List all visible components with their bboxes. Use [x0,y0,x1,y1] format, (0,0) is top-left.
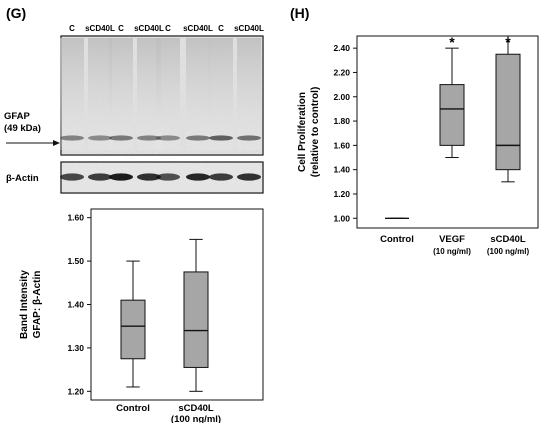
lane-smear [60,38,84,150]
gfap-band [209,135,233,141]
actin-band [88,173,112,181]
y-axis-label: Cell Proliferation [297,92,308,172]
category-label: Control [380,234,414,245]
lane-smear [156,38,180,150]
category-label: sCD40L [490,234,526,245]
gfap-blot [60,35,264,156]
gfap-band [109,135,133,141]
y-tick-label: 1.60 [333,140,350,150]
gfap-band [237,135,261,141]
gfap-kda-label: (49 kDa) [4,123,41,134]
band-arrow-icon [6,140,60,146]
y-tick-label: 1.50 [67,256,84,266]
box [183,271,209,368]
lane-label: C [218,24,224,33]
y-tick-label: 1.40 [333,165,350,175]
lane-label: C [118,24,124,33]
actin-band [237,173,261,181]
y-tick-label: 1.00 [333,213,350,223]
gfap-band [186,135,210,141]
y-tick-label: 1.60 [67,213,84,223]
gfap-band [137,135,161,141]
y-tick-label: 1.40 [67,300,84,310]
category-label: VEGF [439,234,465,245]
panel-g-label: (G) [6,5,26,21]
plot-frame-h [356,35,539,229]
lane-label: sCD40L [85,24,115,33]
gfap-band [88,135,112,141]
actin-band [186,173,210,181]
plot-frame-g [90,208,264,401]
y-tick-label: 1.20 [67,386,84,396]
lane-label: C [69,24,75,33]
box [439,84,465,146]
actin-band [156,173,180,181]
actin-label: β-Actin [6,173,39,184]
y-tick-label: 1.30 [67,343,84,353]
y-tick-label: 2.00 [333,92,350,102]
actin-band [60,173,84,181]
gfap-band [60,135,84,141]
lane-label: sCD40L [183,24,213,33]
category-sublabel: (100 ng/ml) [487,247,530,256]
y-tick-label: 1.20 [333,189,350,199]
lane-smear [237,38,261,150]
actin-blot [60,161,264,194]
lane-label: C [165,24,171,33]
y-tick-label: 2.40 [333,43,350,53]
gfap-label: GFAP [4,111,31,122]
y-tick-label: 1.80 [333,116,350,126]
category-sublabel: (100 ng/ml) [171,414,221,423]
lane-label: sCD40L [134,24,164,33]
actin-band [109,173,133,181]
box [120,299,146,360]
actin-band [137,173,161,181]
category-label: Control [116,403,150,414]
cell-proliferation-chart: 1.00 1.20 1.40 1.60 1.80 2.00 2.20 2.40 Cell Pro… [297,34,529,256]
y-tick-label: 2.20 [333,67,350,77]
category-sublabel: (10 ng/ml) [433,247,471,256]
significance-marker: * [449,34,455,50]
actin-band [209,173,233,181]
y-axis-label: Band Intensity [19,270,30,339]
y-axis-label-line2: (relative to control) [310,87,321,178]
lane-label: sCD40L [234,24,264,33]
category-label: sCD40L [178,403,214,414]
lane-smear [109,38,133,150]
box [495,53,521,171]
lane-smear [88,38,112,150]
significance-marker: * [505,34,511,50]
lane-smear [209,38,233,150]
lane-smear [186,38,210,150]
gfap-band [156,135,180,141]
panel-h-label: (H) [290,5,309,21]
y-axis-label-line2: GFAP: β-Actin [32,271,43,339]
band-intensity-chart: 1.20 1.30 1.40 1.50 1.60 Band Intensity GFAP: … [19,213,221,425]
